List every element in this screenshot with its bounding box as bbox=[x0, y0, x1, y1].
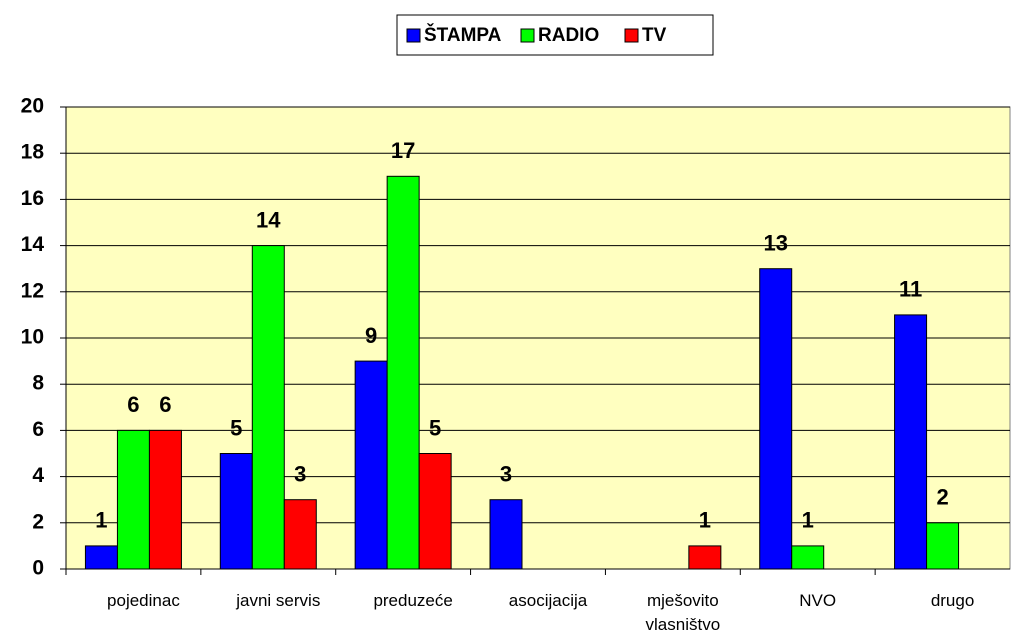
bar bbox=[791, 545, 825, 570]
y-tick-label: 14 bbox=[21, 233, 45, 256]
legend-label: TV bbox=[642, 25, 667, 46]
bar bbox=[148, 429, 182, 570]
y-tick-label: 6 bbox=[32, 418, 44, 441]
x-tick-label: asocijacija bbox=[508, 591, 588, 610]
bar bbox=[759, 268, 793, 570]
bar bbox=[489, 499, 523, 570]
data-label: 3 bbox=[500, 462, 512, 487]
data-label: 1 bbox=[95, 508, 107, 533]
bar bbox=[84, 545, 118, 570]
data-label: 2 bbox=[936, 485, 948, 510]
data-label: 11 bbox=[899, 277, 922, 302]
y-tick-label: 0 bbox=[32, 557, 44, 580]
bar bbox=[354, 360, 388, 570]
data-label: 17 bbox=[391, 138, 415, 163]
bar bbox=[283, 499, 317, 570]
y-tick-label: 2 bbox=[32, 510, 44, 533]
legend-swatch bbox=[520, 28, 535, 43]
bar bbox=[116, 429, 150, 570]
x-tick-label: mješovito vlasništvo bbox=[645, 591, 721, 634]
data-label: 5 bbox=[230, 415, 242, 440]
legend-swatch bbox=[406, 28, 421, 43]
bar bbox=[418, 453, 452, 570]
data-label: 1 bbox=[802, 508, 814, 533]
y-tick-label: 10 bbox=[21, 326, 44, 349]
data-label: 1 bbox=[699, 508, 711, 533]
bar bbox=[251, 245, 285, 570]
x-tick-label: javni servis bbox=[236, 591, 321, 610]
x-tick-label: pojedinac bbox=[107, 591, 180, 610]
y-tick-label: 16 bbox=[21, 187, 44, 210]
bar bbox=[926, 522, 960, 570]
y-tick-label: 20 bbox=[21, 95, 44, 118]
data-label: 6 bbox=[159, 392, 171, 417]
bar bbox=[688, 545, 722, 570]
data-label: 6 bbox=[127, 392, 139, 417]
bar bbox=[894, 314, 928, 570]
data-label: 9 bbox=[365, 323, 377, 348]
legend-label: RADIO bbox=[538, 25, 599, 46]
y-tick-label: 4 bbox=[32, 464, 44, 487]
x-tick-label: preduzeće bbox=[373, 591, 453, 610]
legend-box bbox=[396, 14, 714, 56]
legend-label: ŠTAMPA bbox=[424, 24, 502, 46]
data-label: 3 bbox=[294, 462, 306, 487]
data-label: 13 bbox=[763, 231, 787, 256]
x-tick-label: NVO bbox=[799, 591, 837, 610]
data-label: 14 bbox=[256, 207, 281, 232]
bar bbox=[219, 453, 253, 570]
y-tick-label: 18 bbox=[21, 141, 45, 164]
y-tick-label: 12 bbox=[21, 279, 44, 302]
legend-swatch bbox=[624, 28, 639, 43]
x-tick-label: drugo bbox=[930, 591, 975, 610]
data-label: 5 bbox=[429, 415, 441, 440]
y-tick-label: 8 bbox=[32, 372, 44, 395]
bar bbox=[386, 175, 420, 570]
